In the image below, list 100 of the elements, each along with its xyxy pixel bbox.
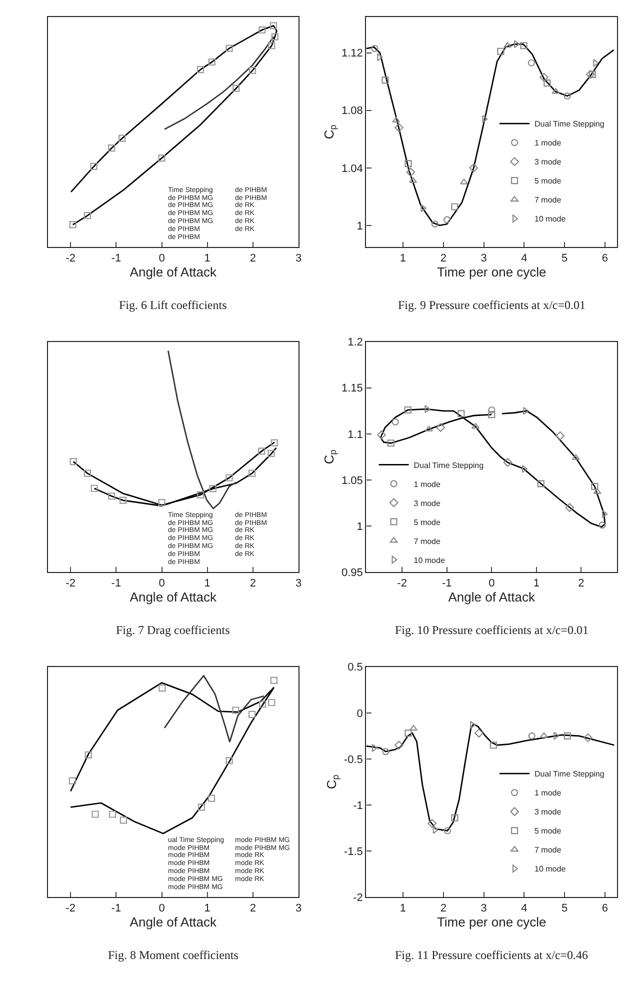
- x-tick-label: -1: [442, 577, 452, 590]
- point: [451, 203, 458, 210]
- point: [158, 154, 166, 162]
- x-tick-label: -2: [66, 577, 76, 590]
- point: [497, 48, 504, 55]
- x-axis-title: Angle of Attack: [130, 914, 218, 930]
- point: [258, 26, 266, 34]
- point: [409, 177, 418, 183]
- x-tick-label: 2: [250, 252, 256, 264]
- text: Fig. 11 Pressure coefficients at x/c=0.46: [395, 948, 588, 962]
- point: [232, 84, 240, 92]
- point: [404, 730, 412, 737]
- point: [268, 450, 275, 457]
- point: [409, 725, 418, 731]
- x-axis-title: Time per one cycle: [436, 264, 546, 280]
- point: [602, 510, 608, 518]
- point: [564, 92, 571, 100]
- y-tick-label: -1: [353, 800, 363, 812]
- legend-label: Dual Time Stepping: [414, 460, 484, 470]
- x-tick-label: 0: [158, 577, 165, 590]
- x-tick-label: 0: [158, 252, 165, 264]
- legend-label: 3 mode: [534, 158, 562, 167]
- point: [539, 72, 548, 82]
- legend-label: 7 mode: [534, 196, 562, 205]
- x-tick-label: 0: [158, 902, 165, 914]
- point: [248, 710, 256, 718]
- legend-label: 10 mode: [534, 864, 566, 874]
- legend-label: 5 mode: [534, 176, 562, 186]
- x-tick-label: 3: [480, 902, 487, 914]
- point: [248, 66, 256, 74]
- point: [158, 498, 166, 506]
- point: [584, 733, 592, 742]
- legend-label: 1 mode: [534, 788, 562, 798]
- x-tick-label: 5: [561, 902, 568, 914]
- point: [84, 470, 91, 477]
- x-tick-label: 3: [480, 252, 487, 264]
- point: [232, 706, 240, 714]
- point: [514, 40, 520, 48]
- point: [268, 42, 276, 50]
- point: [572, 454, 580, 460]
- text: Fig. 9 Pressure coefficients at x/c=0.01: [398, 298, 586, 312]
- text: Fig. 7 Drag coefficients: [116, 623, 230, 637]
- x-tick-label: -1: [111, 252, 122, 264]
- x-tick-label: 2: [440, 902, 446, 914]
- legend-label: 5 mode: [414, 518, 441, 527]
- legend-label: 1 mode: [534, 138, 562, 148]
- legend-label: 7 mode: [534, 846, 562, 855]
- y-tick-label: 1.2: [348, 336, 363, 349]
- point: [544, 79, 551, 87]
- point: [565, 503, 574, 512]
- point: [69, 221, 76, 228]
- point: [387, 440, 394, 447]
- point: [371, 44, 378, 52]
- y-tick-label: 1.1: [348, 428, 363, 441]
- y-tick-label: -2: [353, 892, 363, 904]
- legend-label: 10 mode: [414, 556, 446, 565]
- y-tick-label: -1.5: [344, 846, 363, 858]
- point: [208, 58, 216, 66]
- point: [522, 464, 528, 473]
- x-tick-label: 3: [296, 252, 302, 264]
- point: [488, 411, 496, 418]
- point: [591, 482, 598, 490]
- x-tick-label: 3: [296, 577, 302, 590]
- point: [431, 220, 438, 228]
- point: [382, 748, 390, 756]
- point: [394, 740, 404, 750]
- point: [432, 826, 438, 834]
- x-tick-label: 2: [250, 577, 256, 590]
- point: [406, 168, 416, 177]
- point: [490, 742, 498, 749]
- y-tick-label: 1: [356, 220, 363, 232]
- point: [451, 814, 458, 822]
- point: [196, 66, 204, 74]
- point: [537, 480, 544, 488]
- point: [70, 458, 77, 466]
- legend-label: 1 mode: [414, 480, 441, 489]
- x-tick-label: 2: [250, 902, 256, 914]
- point: [377, 53, 383, 62]
- legend-label: 10 mode: [534, 214, 566, 224]
- point: [392, 418, 399, 426]
- point: [528, 732, 536, 740]
- x-tick-label: 1: [400, 252, 406, 264]
- x-tick-label: 2: [578, 577, 584, 590]
- point: [84, 751, 92, 758]
- point: [470, 720, 476, 729]
- point: [68, 777, 76, 784]
- point: [120, 816, 128, 824]
- y-tick-label: 1.04: [341, 162, 363, 175]
- x-axis-title: Time per one cycle: [436, 914, 546, 930]
- point: [564, 732, 571, 740]
- point: [209, 485, 216, 492]
- x-tick-label: 1: [533, 577, 540, 590]
- x-axis-title: Angle of Attack: [130, 589, 218, 604]
- point: [248, 470, 256, 477]
- point: [90, 162, 98, 170]
- point: [436, 423, 446, 432]
- legend-label: Dual Time Stepping: [534, 120, 604, 129]
- point: [593, 488, 602, 494]
- point: [258, 448, 266, 455]
- point: [556, 431, 565, 440]
